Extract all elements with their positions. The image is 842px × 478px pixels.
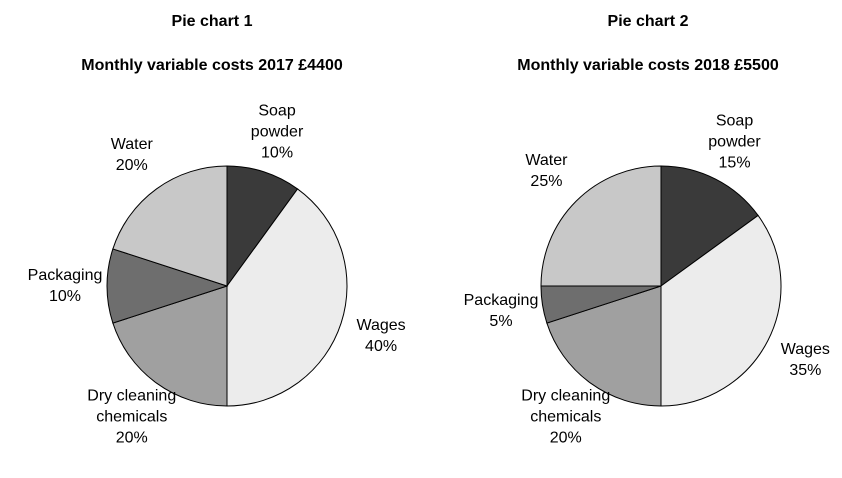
category-label: Packaging [27, 267, 103, 284]
category-label: Dry cleaning chemicals [521, 387, 611, 426]
chart-subtitle: Monthly variable costs 2017 £4400 [81, 57, 343, 74]
value-label: 20% [549, 429, 582, 447]
value-label: 20% [115, 429, 148, 447]
value-label: 35% [789, 361, 822, 379]
value-label: 20% [115, 156, 148, 174]
pie-slice [660, 165, 759, 287]
chart-subtitle: Monthly variable costs 2018 £5500 [517, 57, 779, 74]
value-label: 10% [48, 288, 82, 305]
category-label: Packaging [463, 292, 539, 310]
chart-title: Pie chart 1 [171, 13, 253, 30]
pie-slice [106, 248, 229, 324]
value-label: 5% [489, 313, 513, 331]
category-label: Wages [356, 317, 406, 335]
slice-label: Water 25% [501, 150, 591, 192]
pie-slice [226, 188, 348, 407]
pie-slice [112, 285, 228, 407]
slice-label: Soap powder 15% [690, 110, 780, 173]
pie-slice [112, 165, 228, 287]
value-label: 10% [261, 144, 294, 162]
pie-slice [546, 285, 662, 407]
value-label: 25% [530, 173, 563, 191]
pie-slice [660, 214, 782, 407]
slice-label: Water 20% [87, 134, 177, 176]
slice-label: Wages 35% [760, 339, 842, 381]
value-label: 15% [718, 154, 751, 172]
chart-title: Pie chart 2 [607, 13, 689, 30]
slice-label: Dry cleaning chemicals 20% [521, 386, 611, 449]
category-label: Water [525, 152, 568, 170]
pie-slice [226, 165, 299, 288]
slice-label: Wages 40% [336, 315, 426, 357]
category-label: Water [110, 135, 153, 153]
slice-label: Soap powder 10% [232, 100, 322, 163]
category-label: Dry cleaning chemicals [87, 387, 177, 426]
category-label: Wages [780, 340, 830, 358]
slice-label: Packaging 5% [456, 290, 546, 332]
value-label: 40% [365, 338, 398, 356]
category-label: Soap powder [708, 112, 761, 151]
category-label: Soap powder [250, 102, 304, 141]
slice-label: Dry cleaning chemicals 20% [87, 386, 177, 449]
pie-slice [540, 165, 662, 287]
slice-label: Packaging 10% [20, 265, 110, 307]
